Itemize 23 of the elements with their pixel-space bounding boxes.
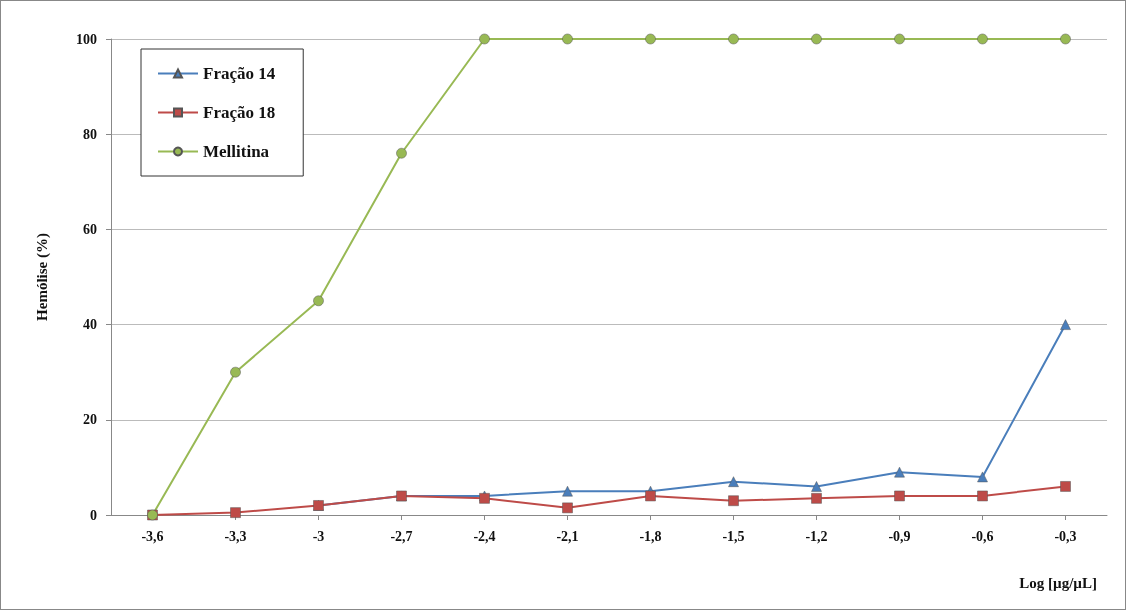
- x-tick-label: -1,5: [722, 528, 745, 544]
- x-tick-label: -1,8: [639, 528, 662, 544]
- legend-label: Fração 18: [203, 103, 276, 122]
- y-tick-label: 100: [76, 31, 97, 47]
- y-tick-label: 0: [90, 507, 97, 523]
- x-tick-label: -3,6: [141, 528, 164, 544]
- x-tick-label: -2,1: [556, 528, 579, 544]
- legend-label: Mellitina: [203, 142, 270, 161]
- x-tick-label: -3,3: [224, 528, 247, 544]
- x-tick-label: -2,4: [473, 528, 496, 544]
- legend-label: Fração 14: [203, 64, 276, 83]
- x-tick-label: -0,6: [971, 528, 994, 544]
- x-tick-label: -0,3: [1054, 528, 1077, 544]
- y-tick-label: 40: [83, 317, 97, 333]
- y-tick-label: 20: [83, 412, 97, 428]
- x-tick-label: -2,7: [390, 528, 413, 544]
- y-axis-title: Hemólise (%): [33, 233, 51, 321]
- x-axis-title: Log [µg/µL]: [1019, 574, 1097, 591]
- x-tick-label: -3: [312, 528, 325, 544]
- x-tick-label: -1,2: [805, 528, 828, 544]
- x-tick-label: -0,9: [888, 528, 911, 544]
- y-tick-label: 80: [83, 126, 97, 142]
- y-tick-label: 60: [83, 221, 97, 237]
